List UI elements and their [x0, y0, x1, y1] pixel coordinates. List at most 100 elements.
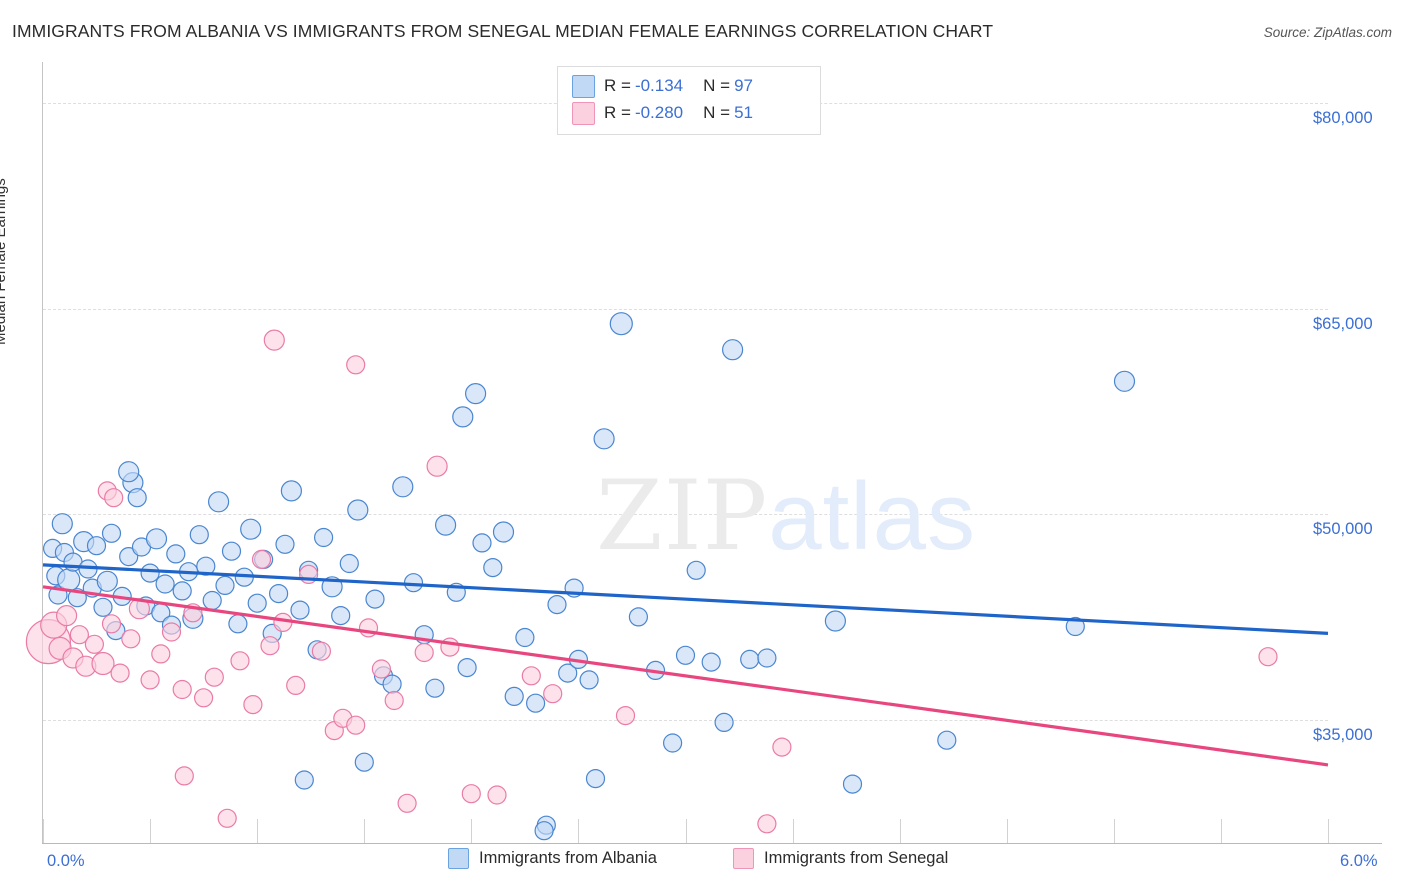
scatter-point	[275, 534, 295, 554]
x-axis-label-min: 0.0%	[47, 852, 85, 870]
scatter-point	[104, 488, 124, 508]
scatter-points-layer	[25, 312, 1329, 841]
stats-legend-row-albania: R = -0.134 N = 97	[572, 73, 753, 99]
scatter-point	[331, 605, 351, 626]
scatter-point	[426, 455, 448, 477]
x-axis-tick	[150, 819, 152, 843]
scatter-point	[1113, 370, 1136, 392]
x-axis-tick	[1220, 819, 1222, 843]
scatter-point	[294, 770, 314, 790]
scatter-point	[217, 808, 237, 828]
scatter-point	[824, 610, 847, 632]
scatter-point	[1065, 616, 1085, 637]
scatter-point	[465, 383, 487, 405]
scatter-point	[757, 648, 777, 668]
scatter-point	[311, 641, 331, 661]
scatter-point	[347, 499, 369, 521]
legend-label-albania: Immigrants from Albania	[479, 849, 657, 867]
scatter-point	[221, 541, 242, 561]
r-value-albania: -0.134	[634, 76, 684, 95]
r-value-senegal: -0.280	[634, 103, 684, 122]
x-axis-tick	[578, 819, 580, 843]
x-axis-tick	[685, 819, 687, 843]
scatter-point	[609, 312, 633, 336]
y-axis-label: $65,000	[1313, 314, 1373, 333]
scatter-point	[166, 544, 186, 564]
legend-label-senegal: Immigrants from Senegal	[764, 849, 949, 867]
scatter-point	[56, 604, 78, 627]
x-axis-tick	[364, 819, 366, 843]
scatter-point	[1258, 647, 1278, 667]
scatter-point	[397, 793, 417, 813]
scatter-point	[526, 693, 546, 713]
scatter-point	[145, 528, 168, 550]
scatter-point	[202, 590, 222, 611]
x-axis-tick	[1113, 819, 1115, 843]
scatter-point	[260, 636, 280, 656]
scatter-point	[86, 536, 107, 556]
scatter-point	[346, 715, 366, 735]
scatter-point	[461, 784, 481, 804]
scatter-point	[585, 768, 606, 789]
scatter-point	[339, 553, 359, 574]
series-immigrants-from-senegal	[25, 329, 1278, 834]
r-label-senegal: R =	[604, 103, 631, 122]
gridline	[43, 308, 1328, 310]
scatter-point	[155, 574, 175, 594]
scatter-point	[230, 651, 250, 671]
scatter-point	[127, 488, 147, 508]
scatter-point	[714, 712, 734, 733]
scatter-point	[286, 675, 306, 696]
stats-legend: R = -0.134 N = 97 R = -0.280 N = 51	[557, 66, 821, 135]
scatter-point	[243, 694, 263, 715]
scatter-point	[382, 674, 402, 694]
scatter-point	[547, 594, 567, 615]
scatter-point	[215, 575, 235, 596]
scatter-point	[194, 688, 214, 708]
y-axis-label: $50,000	[1313, 520, 1373, 539]
scatter-point	[118, 461, 140, 483]
scatter-point	[757, 814, 777, 834]
scatter-point	[483, 558, 503, 578]
scatter-point	[247, 593, 267, 613]
scatter-point	[346, 355, 366, 375]
scatter-point	[189, 525, 209, 545]
scatter-point	[628, 607, 649, 627]
scatter-point	[371, 659, 391, 679]
y-axis-label: $80,000	[1313, 109, 1373, 128]
x-axis-label-max: 6.0%	[1340, 852, 1378, 870]
x-axis-tick	[43, 819, 44, 843]
scatter-point	[172, 581, 192, 601]
scatter-point	[240, 518, 262, 540]
scatter-point	[425, 678, 445, 698]
scatter-point	[161, 622, 182, 642]
x-axis-tick	[1328, 819, 1329, 843]
x-axis-tick	[471, 819, 473, 843]
trendline-immigrants-from-senegal	[42, 585, 1329, 767]
plot-area: ZIPatlas	[25, 62, 1329, 843]
scatter-point	[515, 627, 535, 648]
scatter-point	[280, 480, 302, 502]
scatter-point	[51, 513, 73, 535]
scatter-point	[365, 589, 385, 609]
legend-item-senegal[interactable]: Immigrants from Senegal	[733, 848, 948, 869]
scatter-point	[96, 570, 118, 592]
scatter-point	[101, 614, 122, 634]
scatter-point	[457, 657, 477, 678]
scatter-point	[384, 690, 404, 711]
legend-swatch-senegal-bottom	[733, 848, 754, 869]
scatter-point	[204, 667, 224, 687]
scatter-point	[208, 491, 230, 513]
scatter-point	[772, 737, 792, 757]
scatter-point	[57, 568, 81, 592]
scatter-point	[269, 583, 289, 604]
scatter-point	[290, 600, 310, 620]
gridline	[43, 719, 1328, 721]
legend-item-albania[interactable]: Immigrants from Albania	[448, 848, 657, 869]
page-title: IMMIGRANTS FROM ALBANIA VS IMMIGRANTS FR…	[12, 21, 994, 41]
y-axis-title: Median Female Earnings	[0, 178, 9, 345]
legend-swatch-albania	[572, 74, 595, 98]
scatter-point	[93, 597, 113, 617]
scatter-point	[472, 533, 492, 553]
y-axis-label: $35,000	[1313, 725, 1373, 744]
